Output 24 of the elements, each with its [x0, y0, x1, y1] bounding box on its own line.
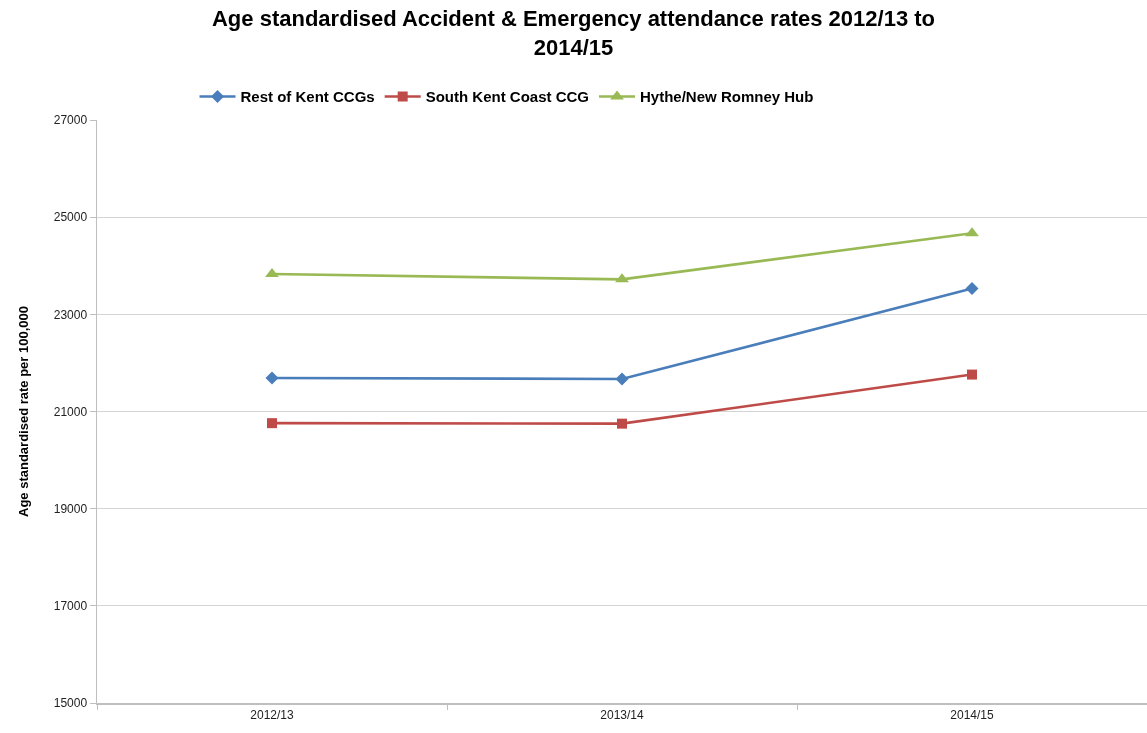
- point: [615, 372, 629, 386]
- y-tick-label: 15000: [53, 696, 88, 711]
- y-tick-label: 27000: [53, 113, 88, 128]
- point: [615, 273, 629, 283]
- y-tick-label: 17000: [53, 599, 88, 614]
- point: [965, 282, 979, 296]
- y-tick-label: 23000: [53, 307, 88, 322]
- x-tick-label: 2014/15: [950, 707, 995, 722]
- point: [265, 268, 279, 278]
- y-tick-label: 19000: [53, 501, 88, 516]
- point: [617, 418, 627, 429]
- y-tick-label: 25000: [53, 210, 88, 225]
- y-tick-label: 21000: [53, 404, 88, 419]
- point: [265, 371, 279, 385]
- x-tick-label: 2013/14: [600, 707, 645, 722]
- point: [967, 369, 977, 380]
- point: [267, 418, 277, 429]
- legend-label: Hythe/New Romney Hub: [640, 88, 814, 106]
- point: [965, 227, 979, 237]
- chart-title: Age standardised Accident & Emergency attendance rates 2012/13 to 2014/15: [211, 6, 936, 60]
- y-axis-title: Age standardised rate per 100,000: [15, 306, 31, 517]
- legend-label: Rest of Kent CCGs: [240, 88, 375, 106]
- x-tick-label: 2012/13: [250, 707, 295, 722]
- legend-label: South Kent Coast CCG: [425, 88, 590, 106]
